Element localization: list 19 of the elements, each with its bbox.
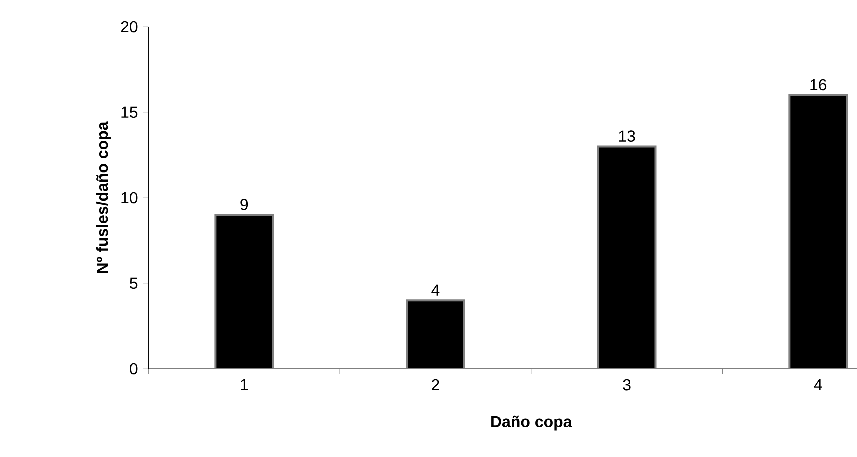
- y-tick-label: 15: [122, 106, 138, 118]
- y-tick-label: 20: [121, 21, 138, 33]
- data-label: 16: [810, 79, 827, 91]
- y-tick-label: 0: [130, 363, 138, 375]
- x-tick-label: 3: [623, 379, 631, 391]
- bar: [406, 300, 466, 369]
- x-tick-label: 1: [241, 379, 248, 390]
- bar: [214, 214, 274, 369]
- y-axis-title: Nº fusles/daño copa: [96, 122, 112, 274]
- data-label: 4: [432, 284, 440, 296]
- y-tick-label: 10: [122, 192, 138, 204]
- x-tick-label: 4: [814, 379, 822, 390]
- bar: [788, 94, 848, 369]
- x-tick-label: 2: [432, 379, 440, 391]
- x-axis-title: Daño copa: [492, 416, 572, 431]
- data-label: 13: [619, 130, 636, 142]
- bar: [597, 146, 657, 369]
- data-label: 9: [240, 199, 248, 210]
- y-tick-label: 5: [130, 278, 138, 290]
